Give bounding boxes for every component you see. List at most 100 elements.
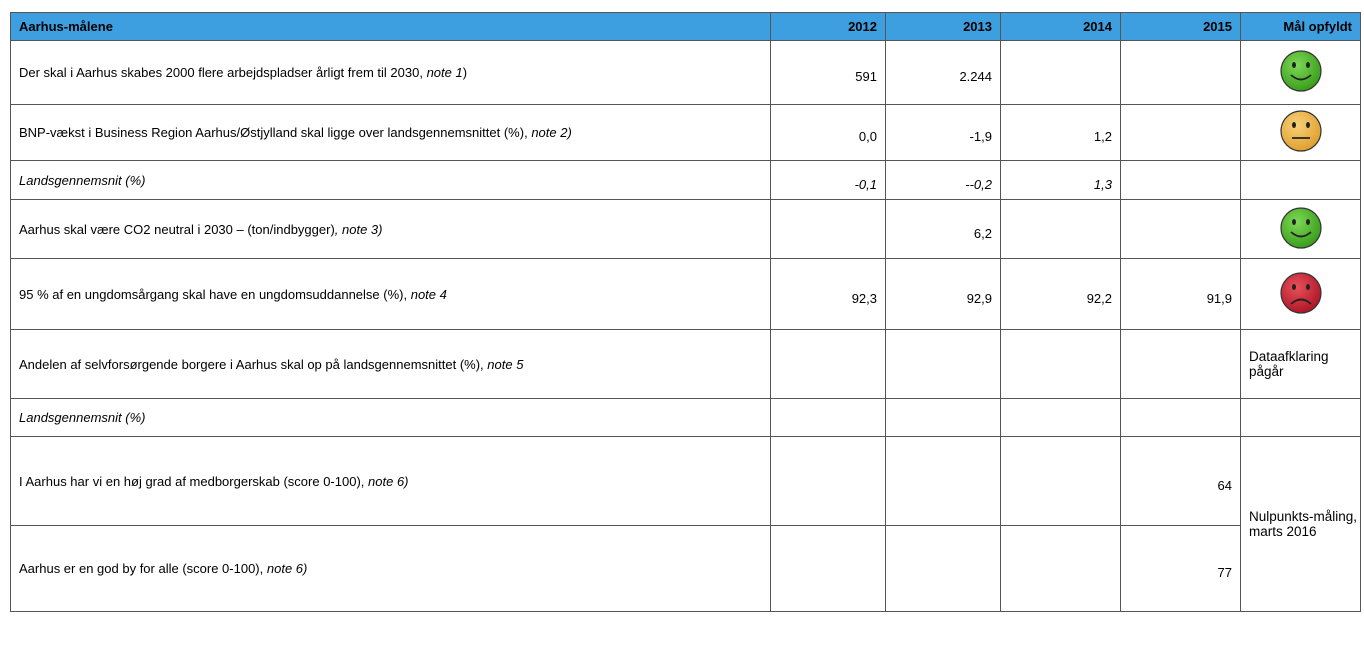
value: 77 xyxy=(1217,565,1232,580)
value-cell: 591 xyxy=(770,40,886,105)
value: 92,2 xyxy=(1086,290,1112,306)
value-cell xyxy=(1000,329,1121,399)
value-cell xyxy=(1000,40,1121,105)
value-cell xyxy=(770,525,886,612)
value-cell: 91,9 xyxy=(1120,258,1241,330)
row-note-end: ) xyxy=(462,65,468,80)
status-cell xyxy=(1240,398,1361,437)
value-cell: 92,3 xyxy=(770,258,886,330)
value-cell xyxy=(885,398,1001,437)
value-cell xyxy=(885,525,1001,612)
value-cell: -1,9 xyxy=(885,104,1001,161)
value-cell xyxy=(1120,40,1241,105)
label-cell: BNP-vækst i Business Region Aarhus/Østjy… xyxy=(10,104,771,161)
value: 2.244 xyxy=(959,69,992,84)
row-note: , note 3) xyxy=(334,221,383,237)
header-cell: 2012 xyxy=(770,12,886,41)
header-text: Aarhus-målene xyxy=(19,19,113,34)
value-cell: 92,9 xyxy=(885,258,1001,330)
value: 591 xyxy=(855,69,877,84)
row-label: Aarhus skal være CO2 neutral i 2030 – (t… xyxy=(19,221,335,237)
table-row: 95 % af en ungdomsårgang skal have en un… xyxy=(10,258,1361,330)
smiley xyxy=(1279,271,1322,314)
row-label: BNP-vækst i Business Region Aarhus/Østjy… xyxy=(19,125,528,140)
value-cell xyxy=(1000,199,1121,259)
table-row: BNP-vækst i Business Region Aarhus/Østjy… xyxy=(10,104,1361,161)
label-cell: Landsgennemsnit (%) xyxy=(10,160,771,200)
value: 0,0 xyxy=(858,129,877,144)
value: 6,2 xyxy=(973,225,992,241)
value-cell: --0,2 xyxy=(885,160,1001,200)
value-cell xyxy=(1000,398,1121,437)
value: 92,3 xyxy=(851,290,877,306)
value-cell: -0,1 xyxy=(770,160,886,200)
row-label: Der skal i Aarhus skabes 2000 flere arbe… xyxy=(19,65,423,80)
value-cell: 1,3 xyxy=(1000,160,1121,200)
header-cell: 2013 xyxy=(885,12,1001,41)
header-text: 2012 xyxy=(848,19,877,34)
header-row: Aarhus-målene 2012 2013 2014 2015 Mål opfyldt xyxy=(10,12,1361,41)
table-row: Der skal i Aarhus skabes 2000 flere arbe… xyxy=(10,40,1361,105)
status-cell xyxy=(1240,258,1361,330)
value: 91,9 xyxy=(1206,290,1232,306)
label-cell: 95 % af en ungdomsårgang skal have en un… xyxy=(10,258,771,330)
value-cell: 1,2 xyxy=(1000,104,1121,161)
row-label: Andelen af selvforsørgende borgere i Aar… xyxy=(19,356,484,372)
label-cell: Aarhus er en god by for alle (score 0-10… xyxy=(10,525,771,612)
label-cell: I Aarhus har vi en høj grad af medborger… xyxy=(10,436,771,526)
value-cell: 77 xyxy=(1120,525,1241,612)
value-cell: 2.244 xyxy=(885,40,1001,105)
value-cell xyxy=(770,398,886,437)
status-cell xyxy=(1240,160,1361,200)
header-cell: 2015 xyxy=(1120,12,1241,41)
smiley xyxy=(1279,206,1322,249)
status-cell xyxy=(1240,199,1361,259)
value-cell xyxy=(1120,199,1241,259)
row-note: note 6) xyxy=(368,473,409,489)
status-cell: Dataafklaring pågår xyxy=(1240,329,1361,399)
value: 1,3 xyxy=(1093,176,1112,192)
value-cell xyxy=(1000,436,1121,526)
header-cell: 2014 xyxy=(1000,12,1121,41)
value-cell xyxy=(1120,398,1241,437)
value-cell xyxy=(770,199,886,259)
label-cell: Der skal i Aarhus skabes 2000 flere arbe… xyxy=(10,40,771,105)
row-note: note 6) xyxy=(266,561,308,576)
value-cell xyxy=(885,436,1001,526)
header-cell: Mål opfyldt xyxy=(1240,12,1361,41)
table-row: Andelen af selvforsørgende borgere i Aar… xyxy=(10,329,1361,399)
value-cell xyxy=(885,329,1001,399)
label-cell: Landsgennemsnit (%) xyxy=(10,398,771,437)
value: 1,2 xyxy=(1093,129,1112,144)
header-text: 2015 xyxy=(1203,19,1232,34)
header-text: 2014 xyxy=(1083,19,1112,34)
value-cell xyxy=(1120,329,1241,399)
table-row: I Aarhus har vi en høj grad af medborger… xyxy=(10,436,1361,612)
row-label: 95 % af en ungdomsårgang skal have en un… xyxy=(19,286,408,302)
table-row: Aarhus skal være CO2 neutral i 2030 – (t… xyxy=(10,199,1361,259)
status-cell xyxy=(1240,104,1361,161)
table-row: Aarhus er en god by for alle (score 0-10… xyxy=(10,525,1361,612)
row-label: Aarhus er en god by for alle (score 0-10… xyxy=(19,561,264,576)
value-cell xyxy=(770,436,886,526)
smiley xyxy=(1279,50,1322,92)
header-cell: Aarhus-målene xyxy=(10,12,771,41)
goals-table: Aarhus-målene 2012 2013 2014 2015 Mål opfyldt… xyxy=(10,12,1361,612)
header-text: 2013 xyxy=(963,19,992,34)
status-text: Dataafklaring pågår xyxy=(1249,349,1329,379)
header-text: Mål opfyldt xyxy=(1283,19,1352,34)
row-note: note 1 xyxy=(426,65,463,80)
row-note: note 4 xyxy=(410,286,447,302)
status-cell: Nulpunkts-måling, marts 2016 xyxy=(1240,436,1361,612)
value-cell xyxy=(1000,525,1121,612)
row-label: Landsgennemsnit (%) xyxy=(19,410,146,425)
row-note: note 2) xyxy=(531,125,572,140)
row-note: note 5 xyxy=(487,356,524,372)
smiley xyxy=(1279,110,1322,152)
table-row: Landsgennemsnit (%) -0,1 --0,2 1,3 xyxy=(10,160,1361,200)
value-cell xyxy=(770,329,886,399)
status-text: Nulpunkts-måling, marts 2016 xyxy=(1249,509,1358,539)
value: 64 xyxy=(1217,477,1232,493)
label-cell: Aarhus skal være CO2 neutral i 2030 – (t… xyxy=(10,199,771,259)
